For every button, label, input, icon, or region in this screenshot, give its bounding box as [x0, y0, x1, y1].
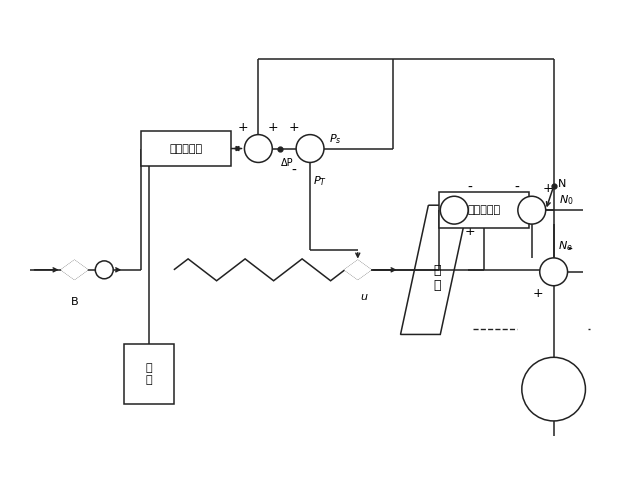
Circle shape: [440, 196, 468, 224]
Bar: [124, 344, 174, 404]
Text: +: +: [532, 287, 543, 300]
Text: $N_e$: $N_e$: [558, 239, 573, 253]
Text: u: u: [361, 292, 368, 302]
Text: ΔP: ΔP: [281, 159, 294, 169]
Text: +: +: [268, 121, 279, 134]
Text: -: -: [292, 163, 296, 177]
Text: +: +: [237, 121, 248, 134]
Circle shape: [245, 135, 272, 162]
Text: -: -: [468, 181, 473, 195]
Text: 锅炉控制器: 锅炉控制器: [169, 144, 203, 154]
Circle shape: [518, 196, 546, 224]
Text: $P_s$: $P_s$: [329, 132, 341, 146]
Text: -: -: [514, 181, 520, 195]
Text: $N_0$: $N_0$: [558, 194, 573, 207]
Polygon shape: [61, 261, 88, 279]
Polygon shape: [401, 205, 468, 334]
Polygon shape: [345, 261, 371, 279]
Circle shape: [540, 258, 567, 286]
Text: N: N: [558, 179, 566, 189]
Text: +: +: [543, 182, 553, 195]
Circle shape: [522, 357, 585, 421]
Text: B: B: [71, 297, 78, 307]
Text: +: +: [465, 225, 475, 238]
Text: 汽
机: 汽 机: [434, 264, 441, 292]
Circle shape: [95, 261, 113, 279]
Text: -: -: [567, 243, 572, 257]
Circle shape: [296, 135, 324, 162]
Text: $P_T$: $P_T$: [313, 174, 327, 188]
Bar: [141, 131, 231, 166]
Text: 汽机控制器: 汽机控制器: [468, 205, 500, 215]
Text: 锅
炉: 锅 炉: [146, 364, 152, 385]
Text: +: +: [289, 121, 300, 134]
Bar: [439, 192, 529, 228]
